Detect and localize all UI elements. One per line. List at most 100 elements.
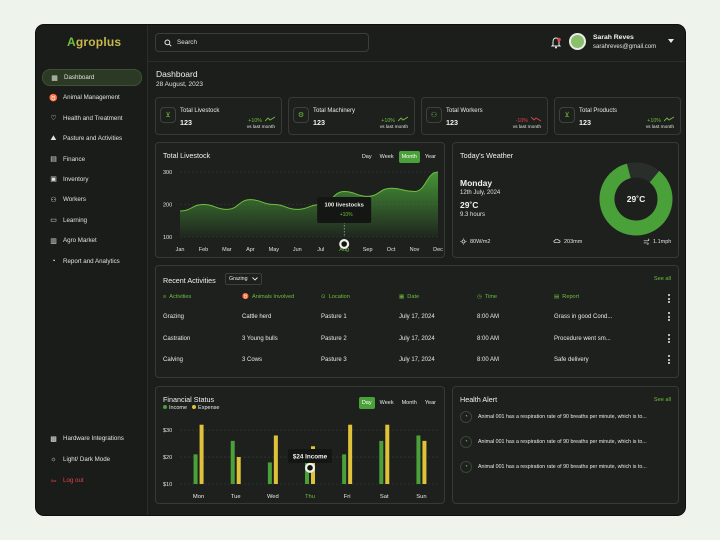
activity-filter-select[interactable]: Grazing (225, 273, 262, 285)
financial-tab-month[interactable]: Month (401, 400, 417, 406)
avatar[interactable] (569, 33, 586, 50)
stat-card-total-livestock[interactable]: ⊻ Total Livestock 123 +10% vs last month (155, 97, 282, 135)
column-header-location[interactable]: ⊙ Location (321, 294, 350, 300)
user-icon: ⚇ (426, 107, 442, 123)
sidebar-item-report-and-analytics[interactable]: ◔ Report and Analytics (42, 253, 142, 270)
table-cell: July 17, 2024 (399, 336, 435, 342)
x-tick-label: Tue (231, 494, 241, 500)
bar-expense-fri[interactable] (348, 424, 353, 484)
sidebar-item-health-and-treatment[interactable]: ♡ Health and Treatment (42, 110, 142, 127)
bell-icon: ◔ (460, 411, 472, 423)
sidebar-item-dashboard[interactable]: ▦ Dashboard (42, 69, 142, 86)
list-item[interactable]: ◔ Animal 001 has a respiration rate of 90… (460, 459, 674, 475)
chevron-down-icon[interactable] (668, 39, 674, 43)
bar-expense-sat[interactable] (385, 424, 390, 484)
table-cell: 8:00 AM (477, 314, 500, 320)
trend-up-icon (663, 116, 675, 122)
sidebar-item-pasture-and-activities[interactable]: ⛰ Pasture and Activities (42, 130, 142, 147)
livestock-tabs: Day Week Month Year (359, 151, 439, 163)
row-menu-icon[interactable] (668, 355, 670, 366)
sidebar-item-label: Log out (63, 477, 84, 484)
activities-title: Recent Activities (163, 276, 216, 285)
trend-up-icon (264, 116, 276, 122)
x-tick-label: Wed (267, 494, 279, 500)
sidebar-item-learning[interactable]: ▭ Learning (42, 212, 142, 229)
bar-expense-tue[interactable] (236, 457, 241, 484)
table-cell: July 17, 2024 (399, 357, 435, 363)
list-item[interactable]: ◔ Animal 001 has a respiration rate of 90… (460, 434, 674, 450)
health-see-all[interactable]: See all (653, 397, 671, 403)
livestock-card: Total Livestock Day Week Month Year 100 200 3… (155, 142, 445, 258)
bar-income-sat[interactable] (379, 440, 384, 484)
sidebar-item-log-out[interactable]: ⇦ Log out (42, 472, 142, 489)
alert-text: Animal 001 has a respiration rate of 90 … (478, 464, 647, 470)
stat-card-total-machinery[interactable]: ⚙ Total Machinery 123 +10% vs last month (288, 97, 415, 135)
user-name: Sarah Reves (593, 34, 634, 41)
bar-income-wed[interactable] (267, 462, 272, 484)
financial-tab-year[interactable]: Year (424, 400, 436, 406)
column-header-animals-involved[interactable]: ♉ Animals Involved (242, 294, 295, 300)
bar-income-fri[interactable] (342, 454, 347, 484)
row-menu-icon[interactable] (668, 334, 670, 345)
stat-card-total-workers[interactable]: ⚇ Total Workers 123 -10% vs last month (421, 97, 548, 135)
weather-temp: 29˚C (460, 200, 479, 210)
row-menu-icon[interactable] (668, 312, 670, 323)
search-input[interactable]: Search (155, 33, 369, 52)
weather-title: Today's Weather (460, 151, 514, 160)
sidebar-item-hardware-integrations[interactable]: ▩ Hardware Integrations (42, 430, 142, 447)
table-cell: Calving (163, 357, 184, 363)
sidebar-item-animal-management[interactable]: ♉ Animal Management (42, 89, 142, 106)
livestock-tab-day[interactable]: Day (361, 154, 372, 160)
sidebar-bottom-nav: ▩ Hardware Integrations ☼ Light/ Dark Mode ⇦… (42, 430, 142, 492)
livestock-tooltip (317, 197, 372, 223)
bell-icon[interactable] (551, 37, 561, 49)
sidebar-item-light-dark-mode[interactable]: ☼ Light/ Dark Mode (42, 451, 142, 468)
weather-card: Today's Weather Monday 12th July, 2024 2… (452, 142, 679, 258)
bar-expense-wed[interactable] (273, 435, 278, 484)
trend-down-icon (530, 116, 542, 122)
table-cell: Pasture 2 (321, 336, 347, 342)
livestock-chart: 100 200 300 Jan Feb Mar Apr May Jun Jul Aug Sep Oct N… (163, 170, 443, 253)
x-tick-label: Feb (199, 247, 208, 253)
bar-expense-sun[interactable] (422, 440, 427, 484)
stat-card-total-products[interactable]: ⊻ Total Products 123 +10% vs last month (554, 97, 681, 135)
sidebar-item-agro-market[interactable]: ▥ Agro Market (42, 232, 142, 249)
bar-income-mon[interactable] (193, 454, 198, 484)
livestock-tab-week[interactable]: Week (379, 154, 394, 160)
bell-icon: ◔ (460, 461, 472, 473)
y-tick-label: 100 (163, 235, 172, 241)
sidebar-item-finance[interactable]: ▤ Finance (42, 151, 142, 168)
bar-expense-mon[interactable] (199, 424, 204, 484)
bar-income-sun[interactable] (416, 435, 421, 484)
logo[interactable]: Agroplus (67, 35, 122, 49)
column-header-activities[interactable]: ≡ Activities (163, 294, 192, 300)
table-cell: Cattle herd (242, 314, 272, 320)
column-header-report[interactable]: ▤ Report (554, 294, 580, 300)
header-menu-icon[interactable] (668, 294, 670, 305)
stat-sub: vs last month (645, 125, 674, 130)
bar-income-thu[interactable] (305, 462, 309, 484)
market-icon: ▥ (50, 237, 57, 245)
cart-icon: ⊻ (559, 107, 575, 123)
x-tick-label: Jul (317, 247, 324, 253)
bar-income-tue[interactable] (230, 440, 235, 484)
sidebar-item-workers[interactable]: ⚇ Workers (42, 191, 142, 208)
x-tick-label: Apr (246, 247, 255, 253)
tooltip-change: +10% (340, 212, 353, 218)
livestock-tab-month[interactable]: Month (398, 151, 420, 163)
x-tick-label: Sat (380, 494, 389, 500)
financial-tab-week[interactable]: Week (379, 400, 394, 406)
livestock-tab-year[interactable]: Year (424, 154, 436, 160)
sidebar-item-label: Finance (63, 155, 86, 163)
inventory-icon: ▣ (50, 176, 57, 184)
sidebar-item-inventory[interactable]: ▣ Inventory (42, 171, 142, 188)
activities-see-all[interactable]: See all (653, 276, 671, 282)
weather-day: Monday (460, 178, 493, 188)
column-header-time[interactable]: ◷ Time (477, 294, 498, 300)
x-tick-label: Fri (344, 494, 351, 500)
book-icon: ▭ (50, 217, 57, 225)
stat-change: -10% (516, 116, 542, 124)
column-header-date[interactable]: ▦ Date (399, 294, 420, 300)
list-item[interactable]: ◔ Animal 001 has a respiration rate of 90… (460, 409, 674, 425)
financial-tab-day[interactable]: Day (358, 397, 375, 409)
